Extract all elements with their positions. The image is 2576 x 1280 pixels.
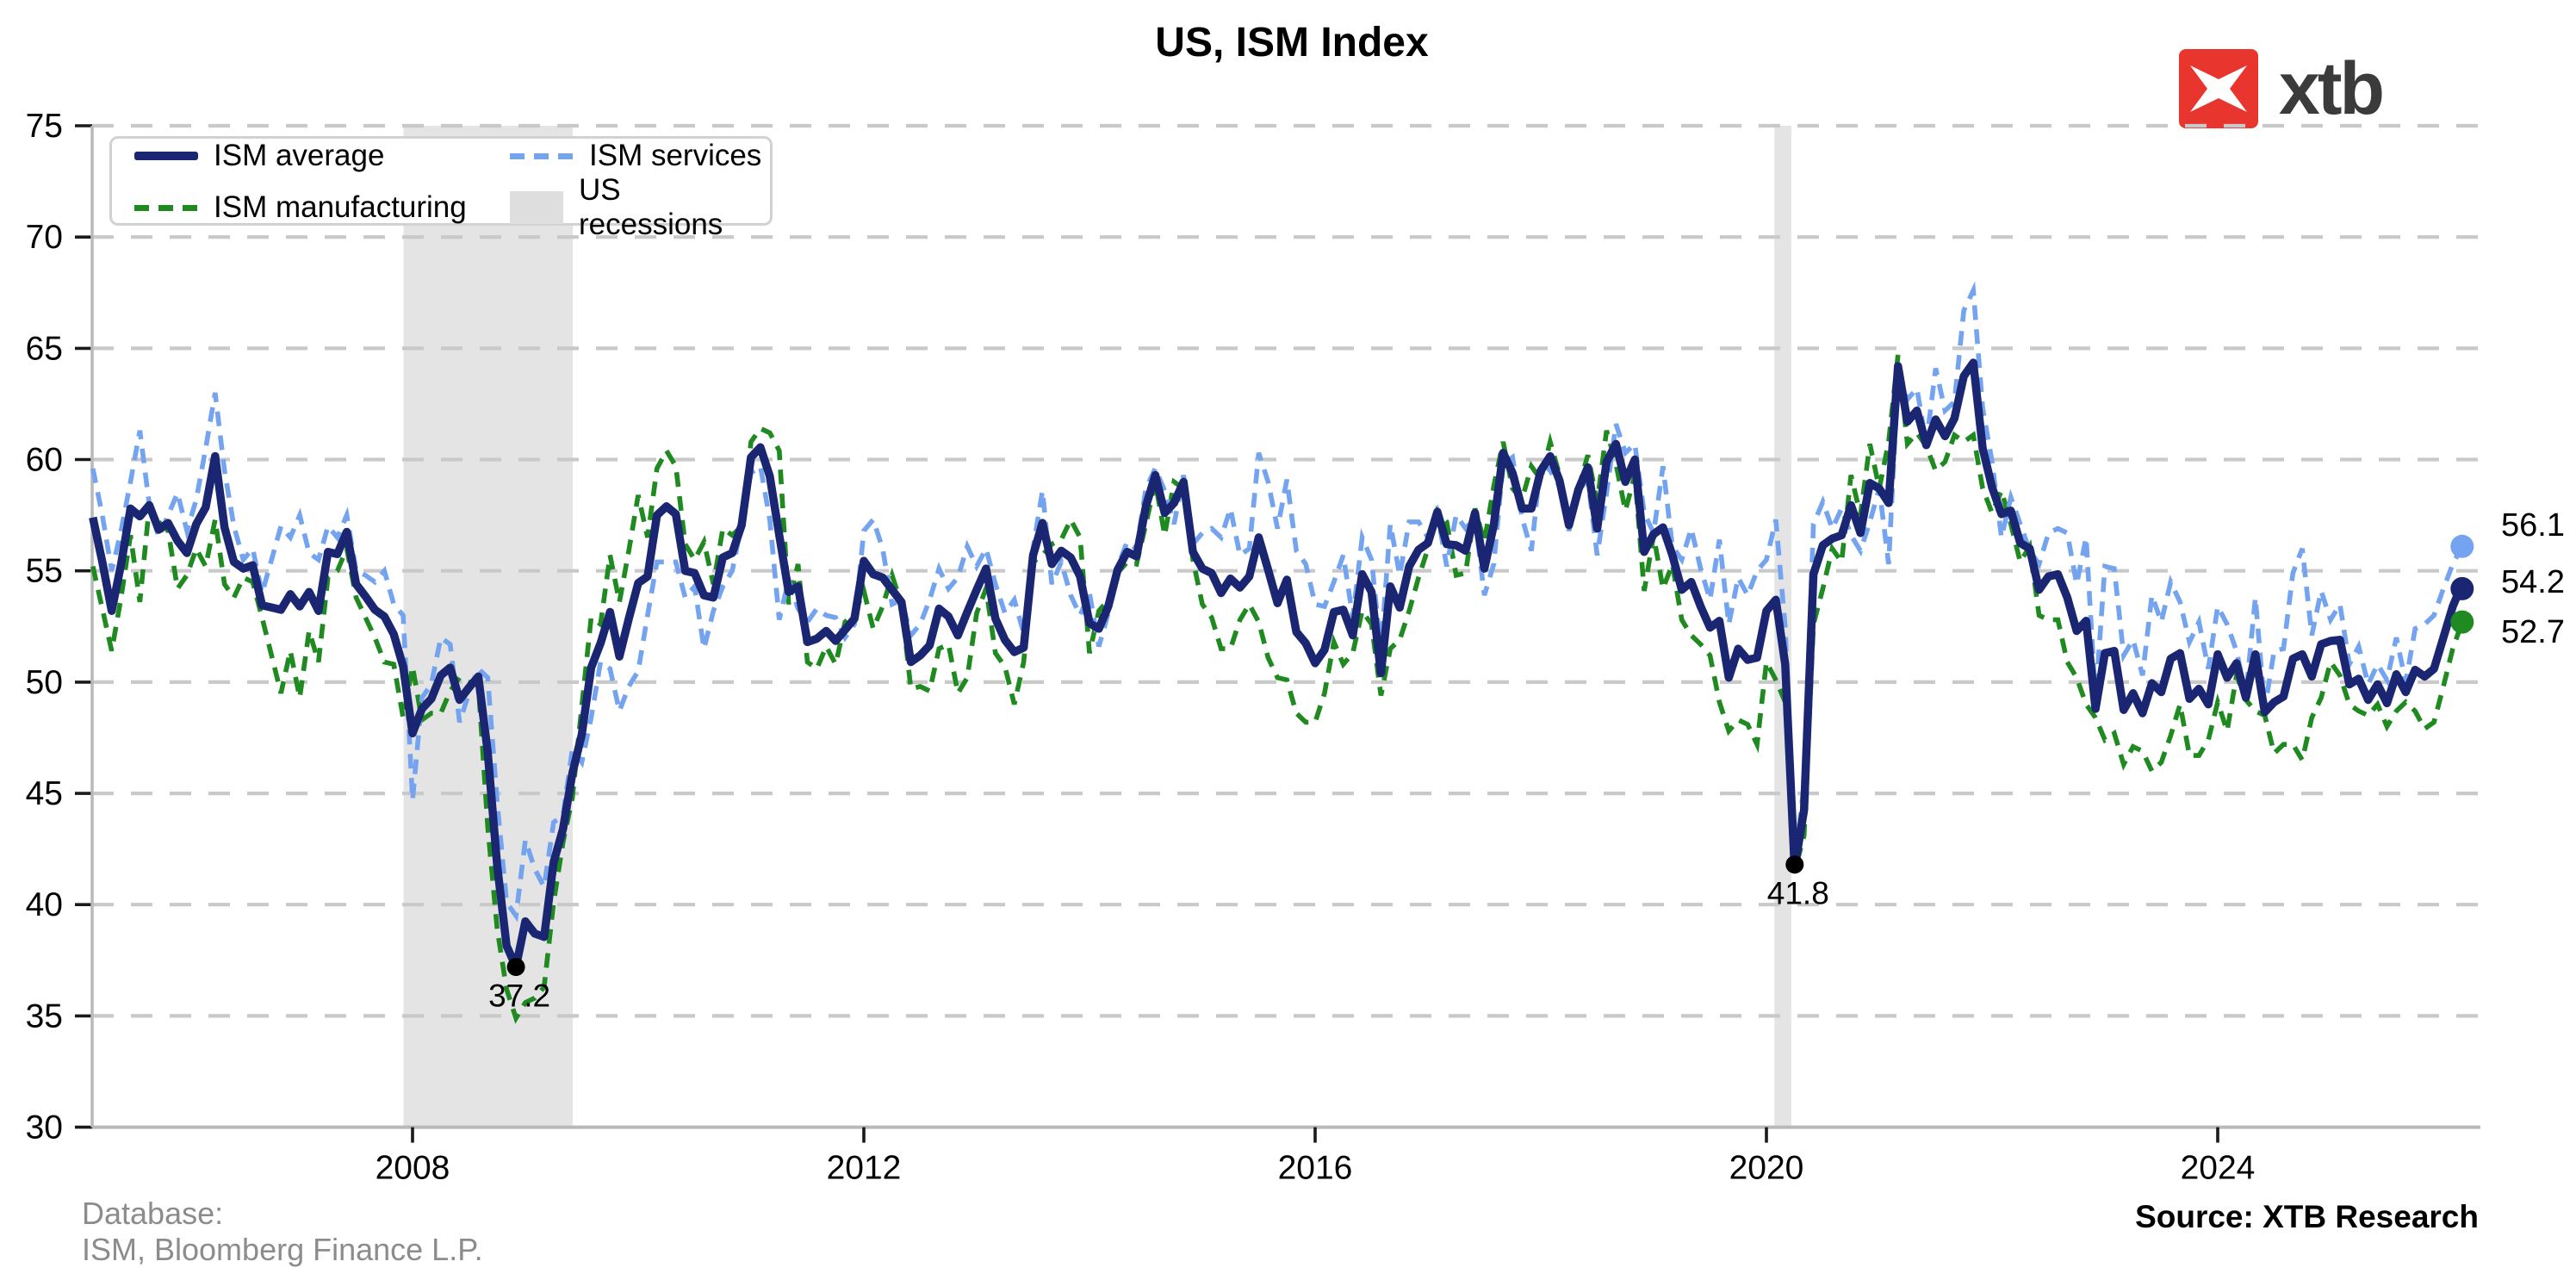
x-tick-label: 2008 [376,1150,450,1187]
y-tick-label: 30 [26,1109,63,1146]
end-dot-services [2450,534,2474,558]
low-point-dot [506,958,525,977]
x-tick-label: 2024 [2181,1150,2256,1187]
end-value-label: 56.1 [2501,507,2565,544]
y-tick-label: 65 [26,330,63,367]
series-line-ism-manufacturing [90,354,2465,1024]
series-line-ism-average [89,358,2467,972]
y-tick-label: 50 [26,664,63,701]
low-point-label: 37.2 [488,979,550,1014]
database-note-line1: Database: [82,1196,224,1231]
legend-label: ISM average [214,139,385,172]
y-tick-label: 70 [26,219,63,256]
y-tick-label: 45 [26,775,63,812]
legend-label: ISM manufacturing [214,190,467,224]
legend-swatch [510,152,574,159]
database-note-line2: ISM, Bloomberg Finance L.P. [82,1232,483,1267]
database-note: Database: ISM, Bloomberg Finance L.P. [82,1196,483,1268]
legend-swatch [134,204,198,211]
legend-item-ism-average: ISM average [134,139,510,173]
legend-swatch [510,191,563,224]
x-tick-label: 2020 [1729,1150,1804,1187]
legend-label: ISM services [589,139,762,172]
y-tick-label: 60 [26,442,63,479]
y-tick-label: 55 [26,553,63,590]
source-note: Source: XTB Research [2135,1199,2479,1234]
x-tick-label: 2016 [1278,1150,1353,1187]
legend-swatch [134,152,198,160]
end-value-label: 52.7 [2501,614,2565,650]
y-tick-label: 40 [26,886,63,923]
recession-band [403,126,573,1128]
legend: ISM average ISM services ISM manufacturing… [109,136,773,241]
series-line-ism-services [90,281,2465,923]
legend-item-us-recessions: US recessions [510,173,770,242]
xtb-bird-x-icon [2190,65,2247,112]
legend-item-ism-manufacturing: ISM manufacturing [134,173,510,242]
low-point-label: 41.8 [1767,876,1829,911]
end-value-label: 54.2 [2501,564,2565,600]
x-tick-label: 2012 [827,1150,902,1187]
end-dot-manufacturing [2450,610,2474,634]
y-tick-label: 35 [26,997,63,1035]
y-tick-label: 75 [26,108,63,145]
xtb-logo-badge [2179,49,2258,128]
xtb-logo: xtb [2179,47,2385,130]
xtb-logo-text: xtb [2279,47,2385,130]
chart-title: US, ISM Index [1155,20,1429,65]
end-dot-average [2450,576,2474,600]
legend-label: US recessions [579,173,723,241]
low-point-dot [1785,855,1804,874]
legend-item-ism-services: ISM services [510,139,770,173]
